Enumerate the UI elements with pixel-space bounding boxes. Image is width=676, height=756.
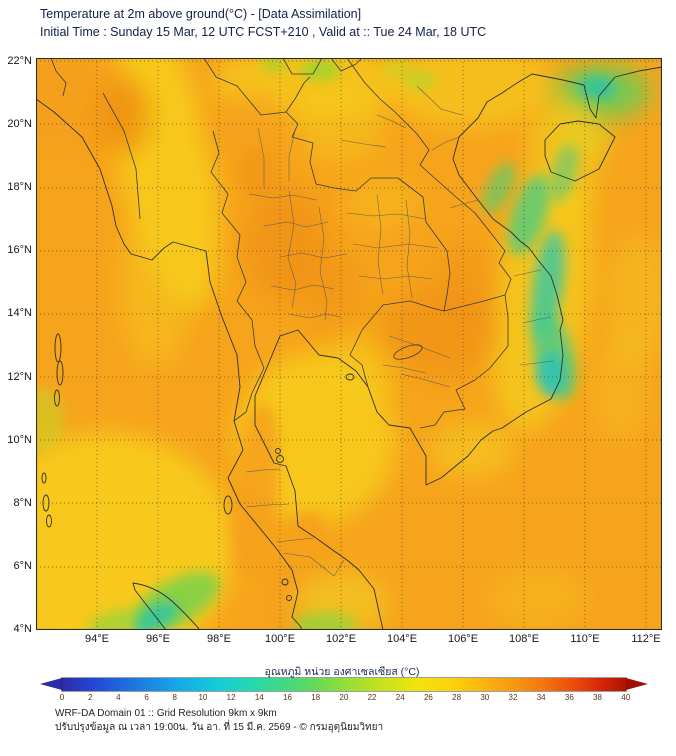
footer: WRF-DA Domain 01 :: Grid Resolution 9km …: [55, 707, 383, 735]
footer-update-info: ปรับปรุงข้อมูล ณ เวลา 19:00น. วัน อา. ที…: [55, 722, 384, 733]
lat-tick-label: 14°N: [7, 307, 32, 319]
footer-domain-info: WRF-DA Domain 01 :: Grid Resolution 9km …: [55, 708, 277, 719]
colorbar-tick-label: 6: [144, 693, 149, 702]
colorbar-tick-label: 24: [395, 693, 405, 702]
colorbar-tick-label: 32: [508, 693, 518, 702]
temperature-field: [36, 58, 662, 630]
sumatra-tip-island: [132, 582, 201, 630]
lat-tick-label: 4°N: [13, 623, 32, 635]
temperature-map-svg: [36, 58, 662, 630]
colorbar-tick-label: 40: [621, 693, 631, 702]
colorbar-tick-label: 20: [339, 693, 349, 702]
colorbar-tick-label: 2: [87, 693, 93, 702]
lon-tick-label: 100°E: [264, 633, 296, 645]
page-title: Temperature at 2m above ground(°C) - [Da…: [40, 7, 362, 21]
colorbar-tick-label: 14: [254, 693, 264, 702]
colorbar-tick-label: 26: [423, 693, 433, 702]
lat-tick-label: 16°N: [7, 244, 32, 256]
lon-tick-label: 104°E: [386, 633, 418, 645]
lat-tick-label: 6°N: [13, 560, 32, 572]
lat-tick-label: 12°N: [7, 371, 32, 383]
colorbar-ticks: 0 2 4 6 8 10 12 14 16 18 20 22 24 26 28 …: [52, 693, 636, 702]
lat-tick-label: 20°N: [7, 118, 32, 130]
colorbar-tick-label: 8: [172, 693, 177, 702]
tonle-sap-lake: [393, 344, 423, 360]
lon-tick-label: 96°E: [146, 633, 170, 645]
colorbar-tick-label: 30: [480, 693, 490, 702]
colorbar-underflow-arrow: [40, 678, 62, 690]
colorbar-tick-label: 18: [311, 693, 321, 702]
lon-tick-label: 102°E: [325, 633, 357, 645]
colorbar-label: อุณหภูมิ หน่วย องศาเซลเซียส (°C): [264, 666, 420, 678]
lat-tick-label: 8°N: [13, 497, 32, 509]
lon-tick-label: 112°E: [631, 633, 661, 645]
province-borders: [245, 85, 555, 577]
lon-tick-label: 98°E: [207, 633, 231, 645]
map-plot-area: [36, 58, 662, 630]
lat-tick-label: 10°N: [7, 434, 32, 446]
colorbar-tick-label: 10: [198, 693, 208, 702]
colorbar: [40, 677, 648, 692]
page-subtitle: Initial Time : Sunday 15 Mar, 12 UTC FCS…: [40, 25, 487, 39]
hainan-island: [544, 120, 616, 182]
colorbar-tick-label: 36: [564, 693, 574, 702]
lon-tick-label: 108°E: [508, 633, 540, 645]
colorbar-tick-label: 28: [452, 693, 462, 702]
colorbar-tick-label: 12: [226, 693, 236, 702]
colorbar-tick-label: 0: [59, 693, 65, 702]
colorbar-tick-label: 16: [283, 693, 292, 702]
coastlines: [36, 66, 662, 630]
country-borders: [50, 58, 512, 429]
colorbar-gradient: [61, 677, 627, 692]
title-block: Temperature at 2m above ground(°C) - [Da…: [40, 5, 486, 41]
lon-tick-label: 106°E: [447, 633, 479, 645]
colorbar-overflow-arrow: [626, 678, 648, 690]
colorbar-tick-label: 4: [116, 693, 121, 702]
lat-tick-label: 22°N: [7, 55, 32, 67]
colorbar-tick-label: 34: [536, 693, 546, 702]
colorbar-tick-label: 22: [367, 693, 377, 702]
colorbar-tick-label: 38: [593, 693, 603, 702]
lon-tick-label: 110°E: [570, 633, 600, 645]
map-frame: [36, 58, 662, 630]
lon-tick-label: 94°E: [85, 633, 109, 645]
lat-tick-label: 18°N: [7, 181, 32, 193]
